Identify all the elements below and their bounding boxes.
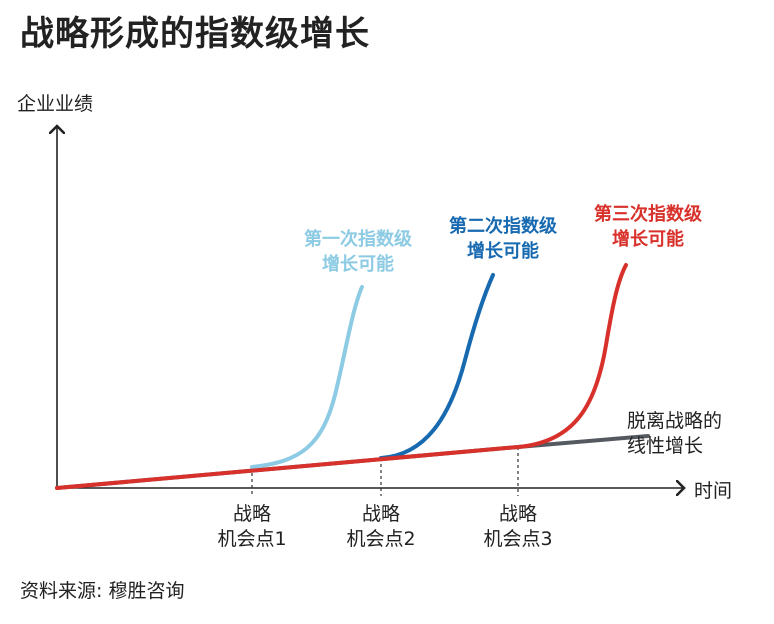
curve-label-3-line1: 第三次指数级 — [594, 203, 703, 225]
linear-label-line2: 线性增长 — [627, 435, 703, 457]
linear-label-line1: 脱离战略的 — [627, 410, 722, 432]
exp-curve-2 — [379, 273, 495, 460]
chart-title: 战略形成的指数级增长 — [20, 14, 370, 54]
tick-label-3-line1: 战略 — [499, 503, 537, 525]
tick-label-2-line1: 战略 — [362, 503, 400, 525]
curve-label-1-line1: 第一次指数级 — [304, 228, 413, 250]
red-baseline — [55, 445, 520, 490]
tick-label-1-line2: 机会点1 — [217, 528, 286, 550]
tick-label-1-line1: 战略 — [233, 503, 271, 525]
source-note: 资料来源: 穆胜咨询 — [20, 580, 185, 602]
curve-label-2-line2: 增长可能 — [467, 240, 539, 262]
y-axis-label: 企业业绩 — [17, 93, 93, 115]
x-axis-label: 时间 — [694, 480, 732, 502]
curve-label-3-line2: 增长可能 — [612, 228, 684, 250]
exp-curve-1 — [250, 285, 364, 469]
tick-label-3-line2: 机会点3 — [483, 528, 552, 550]
curve-label-2-line1: 第二次指数级 — [449, 215, 558, 237]
curve-label-1-line2: 增长可能 — [322, 253, 394, 275]
exp-curve-3 — [516, 263, 628, 449]
tick-label-2-line2: 机会点2 — [346, 528, 415, 550]
